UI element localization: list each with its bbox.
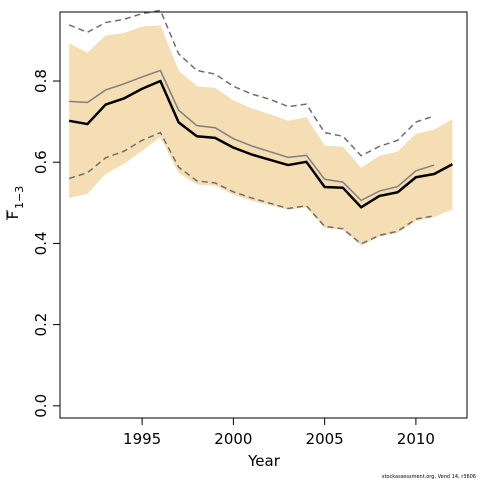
- x-tick-label: 2000: [214, 430, 252, 448]
- plot-frame: [59, 11, 468, 419]
- y-tick-label: 0.6: [32, 150, 50, 174]
- y-tick-label: 0.8: [32, 69, 50, 93]
- previous-upper-bound-line: [68, 9, 435, 157]
- y-tick-label: 0.0: [32, 394, 50, 418]
- y-tick-label: 0.2: [32, 313, 50, 337]
- x-axis-title: Year: [247, 452, 281, 470]
- y-axis-title-subscript: 1−3: [13, 186, 26, 209]
- axes: 1995 2000 2005 2010 0.0 0.2 0.4 0.6 0.8: [32, 11, 468, 448]
- plot-area: [68, 9, 453, 246]
- y-axis-title: F 1−3: [4, 186, 26, 220]
- previous-estimate-line: [69, 69, 435, 202]
- x-tick-label: 2005: [306, 430, 344, 448]
- y-axis-title-main: F: [4, 211, 22, 220]
- footer-credit: stockassessment.org, Vend 14, r3606: [382, 474, 476, 480]
- y-tick-label: 0.4: [32, 231, 50, 255]
- previous-lower-bound-line: [68, 131, 435, 245]
- main-estimate-line: [68, 79, 453, 209]
- x-tick-label: 2010: [397, 430, 435, 448]
- confidence-band: [69, 25, 453, 246]
- x-tick-label: 1995: [123, 430, 161, 448]
